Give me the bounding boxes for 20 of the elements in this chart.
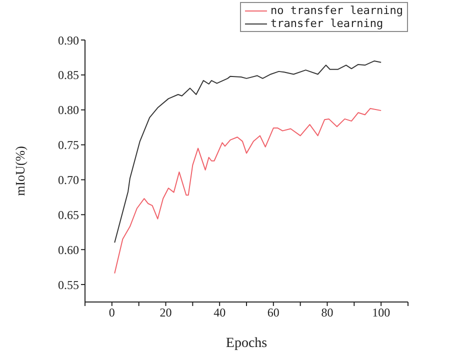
x-tick-label: 20 [160, 306, 172, 320]
x-tick-label: 0 [108, 306, 115, 320]
x-tick-label: 40 [214, 306, 226, 320]
line-series [114, 108, 382, 274]
y-tick-label: 0.90 [58, 33, 79, 48]
x-tick-label: 80 [321, 306, 334, 320]
x-tick-label: 100 [372, 306, 390, 320]
y-tick-label: 0.80 [58, 103, 79, 118]
y-tick-label: 0.60 [58, 242, 79, 257]
y-axis-title: mIoU(%) [12, 146, 28, 196]
y-tick-label: 0.85 [58, 68, 79, 82]
y-tick-label: 0.70 [58, 172, 79, 187]
x-axis-title: Epochs [226, 336, 268, 351]
x-tick-label: 60 [267, 306, 280, 320]
y-tick-label: 0.75 [58, 138, 79, 152]
legend-label: no transfer learning [270, 4, 403, 17]
line-series [114, 60, 382, 244]
y-tick-label: 0.65 [58, 208, 79, 222]
y-tick-label: 0.55 [58, 278, 79, 292]
legend-label: transfer learning [270, 17, 384, 30]
